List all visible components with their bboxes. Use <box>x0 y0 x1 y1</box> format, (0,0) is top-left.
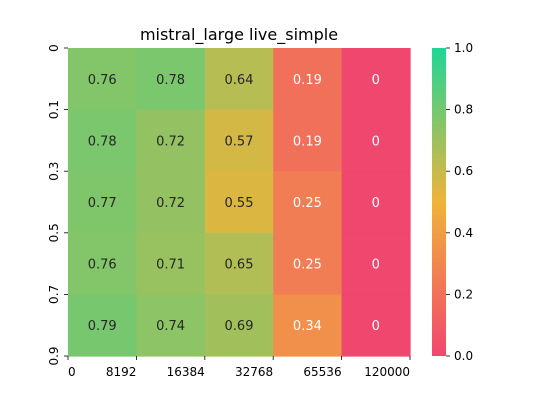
cell-value-label: 0.64 <box>225 73 254 88</box>
cell-value-label: 0.25 <box>293 196 322 211</box>
cell-value-label: 0.77 <box>88 196 117 211</box>
heatmap-cell <box>204 109 274 172</box>
cell-value-label: 0.65 <box>225 258 254 273</box>
cell-value-label: 0 <box>372 73 380 88</box>
x-tick-label: 120000 <box>364 365 410 379</box>
x-tick-label: 16384 <box>167 365 205 379</box>
colorbar-tick-label: 0.8 <box>454 103 473 117</box>
heatmap-cell <box>341 294 411 357</box>
cell-value-label: 0.25 <box>293 258 322 273</box>
cell-value-label: 0.79 <box>88 319 117 334</box>
colorbar-tick-label: 0.4 <box>454 226 473 240</box>
y-axis: 0 0.1 0.3 0.5 0.7 0.9 <box>47 44 68 366</box>
heatmap-cell <box>341 48 411 111</box>
cell-value-label: 0.57 <box>225 134 254 149</box>
heatmap-cell <box>68 109 137 172</box>
y-tick-label: 0.5 <box>47 223 61 242</box>
cell-value-label: 0.71 <box>156 258 185 273</box>
cell-value-label: 0 <box>372 196 380 211</box>
heatmap-cell <box>68 171 137 234</box>
y-tick-label: 0 <box>47 44 61 52</box>
heatmap-cell <box>273 294 343 357</box>
colorbar-tick-label: 1.0 <box>454 41 473 55</box>
cell-value-label: 0.78 <box>156 73 185 88</box>
heatmap-cell <box>204 294 274 357</box>
heatmap-cell <box>136 109 206 172</box>
cell-value-label: 0 <box>372 258 380 273</box>
y-tick-label: 0.7 <box>47 285 61 304</box>
y-tick-label: 0.9 <box>47 346 61 365</box>
cell-value-label: 0.72 <box>156 196 185 211</box>
x-tick-label: 8192 <box>106 365 137 379</box>
heatmap-cell <box>273 171 343 234</box>
heatmap-cell <box>68 294 137 357</box>
heatmap-cell <box>204 171 274 234</box>
heatmap-cell <box>341 232 411 295</box>
colorbar-axis: 0.0 0.2 0.4 0.6 0.8 1.0 <box>446 41 473 363</box>
heatmap-cell <box>341 171 411 234</box>
y-tick-label: 0.3 <box>47 162 61 181</box>
cell-value-label: 0.55 <box>225 196 254 211</box>
heatmap-cell <box>136 294 206 357</box>
colorbar-tick-label: 0.6 <box>454 164 473 178</box>
heatmap-cell <box>68 232 137 295</box>
heatmap-cell <box>204 232 274 295</box>
cell-value-label: 0.76 <box>88 73 117 88</box>
colorbar-tick-label: 0.0 <box>454 349 473 363</box>
x-tick-label: 65536 <box>303 365 341 379</box>
cell-value-label: 0.34 <box>293 319 322 334</box>
heatmap-cell <box>341 109 411 172</box>
cell-value-label: 0.76 <box>88 258 117 273</box>
x-tick-label: 0 <box>68 365 76 379</box>
cell-value-label: 0 <box>372 319 380 334</box>
cell-value-label: 0.19 <box>293 73 322 88</box>
x-tick-label: 32768 <box>235 365 273 379</box>
heatmap-cell <box>136 232 206 295</box>
cell-value-label: 0.78 <box>88 134 117 149</box>
cell-value-label: 0.19 <box>293 134 322 149</box>
heatmap-cell <box>273 232 343 295</box>
colorbar <box>432 48 446 356</box>
heatmap-cell <box>204 48 274 111</box>
y-tick-label: 0.1 <box>47 100 61 119</box>
heatmap-cells: 0.76 0.78 0.64 0.19 0 0.78 0.72 0.57 0.19 0 0.77 0.… <box>68 48 411 357</box>
cell-value-label: 0.72 <box>156 134 185 149</box>
heatmap-cell <box>136 171 206 234</box>
heatmap-cell <box>273 48 343 111</box>
heatmap-cell <box>273 109 343 172</box>
cell-value-label: 0 <box>372 134 380 149</box>
cell-value-label: 0.74 <box>156 319 185 334</box>
heatmap-cell <box>136 48 206 111</box>
x-axis: 0 8192 16384 32768 65536 120000 <box>67 356 411 379</box>
chart-title: mistral_large live_simple <box>140 25 338 45</box>
heatmap-cell <box>68 48 137 111</box>
colorbar-tick-label: 0.2 <box>454 287 473 301</box>
cell-value-label: 0.69 <box>225 319 254 334</box>
